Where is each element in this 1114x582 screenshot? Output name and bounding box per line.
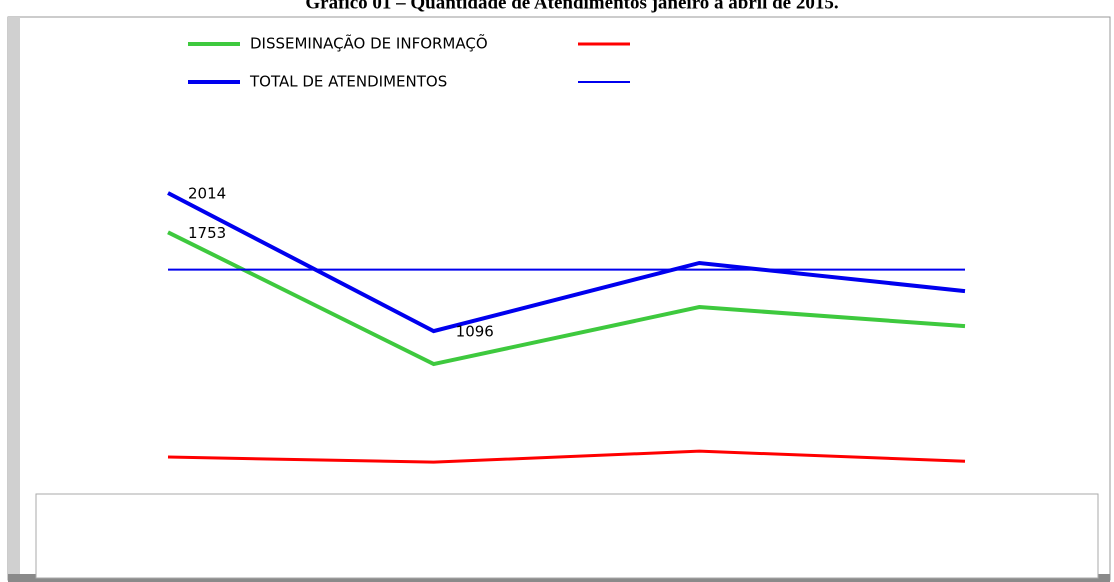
plot-area: 1753 2014 1096 — [167, 185, 966, 464]
series-line — [167, 449, 966, 464]
chart-title: Gráfico 01 – Quantidade de Atendimentos … — [305, 0, 838, 13]
data-label: 2014 — [188, 185, 226, 203]
legend-label: TOTAL DE ATENDIMENTOS — [249, 73, 447, 91]
frame-shadow — [8, 17, 20, 580]
data-label: 1096 — [456, 323, 494, 341]
data-label: 1753 — [188, 224, 226, 242]
series-line — [167, 230, 966, 367]
legend-label: DISSEMINAÇÃO DE INFORMAÇÕ — [250, 34, 488, 53]
table-box — [35, 493, 1099, 579]
series-line — [167, 191, 966, 334]
legend: DISSEMINAÇÃO DE INFORMAÇÕ TOTAL DE ATENDI… — [188, 34, 630, 91]
